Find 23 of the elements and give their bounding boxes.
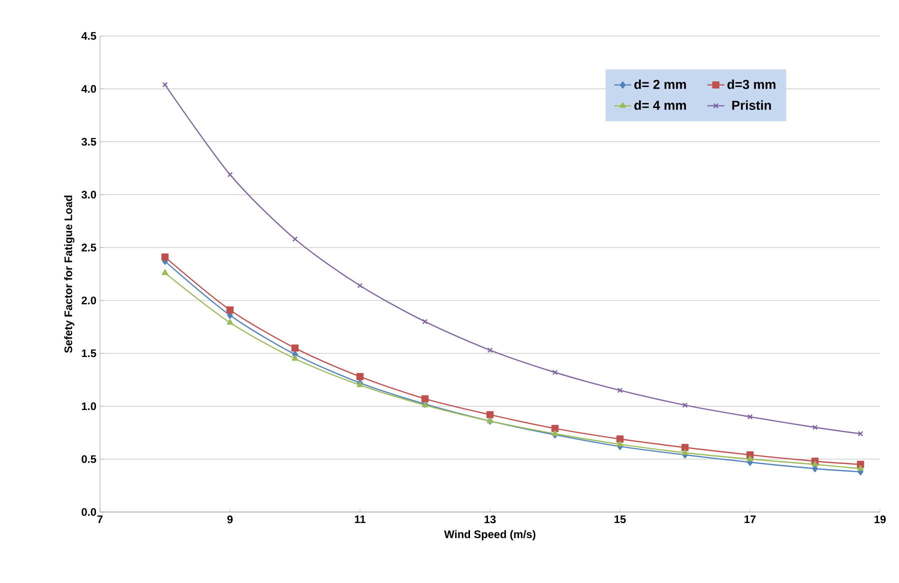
y-tick-label: 3.5 bbox=[81, 138, 96, 146]
x-tick-label: 9 bbox=[227, 516, 233, 524]
x-tick-label: 15 bbox=[614, 516, 626, 524]
legend-label: d= 2 mm bbox=[634, 80, 686, 90]
y-tick-label: 0.5 bbox=[82, 455, 96, 463]
y-tick-label: 0.0 bbox=[82, 508, 96, 516]
y-tick-label: 2.5 bbox=[82, 244, 96, 252]
x-tick-label: 17 bbox=[744, 516, 756, 524]
x-tick-label: 13 bbox=[484, 516, 496, 524]
y-tick-label: 2.0 bbox=[82, 296, 96, 304]
legend-label: Pristin bbox=[732, 100, 771, 110]
x-tick-label: 11 bbox=[354, 516, 366, 524]
y-tick-label: 4.0 bbox=[81, 85, 96, 93]
legend-label: d=3 mm bbox=[727, 80, 776, 90]
y-tick-label: 3.0 bbox=[81, 190, 96, 199]
y-tick-label: 1.5 bbox=[82, 350, 96, 358]
x-tick-label: 7 bbox=[97, 516, 103, 524]
y-axis-title: Sefety Factor for Fatigue Load bbox=[64, 196, 74, 353]
y-tick-label: 1.0 bbox=[82, 402, 96, 410]
y-tick-label: 4.5 bbox=[81, 32, 96, 40]
x-axis-title: Wind Speed (m/s) bbox=[444, 530, 536, 540]
x-tick-label: 19 bbox=[874, 516, 886, 524]
legend-label: d= 4 mm bbox=[634, 100, 686, 110]
